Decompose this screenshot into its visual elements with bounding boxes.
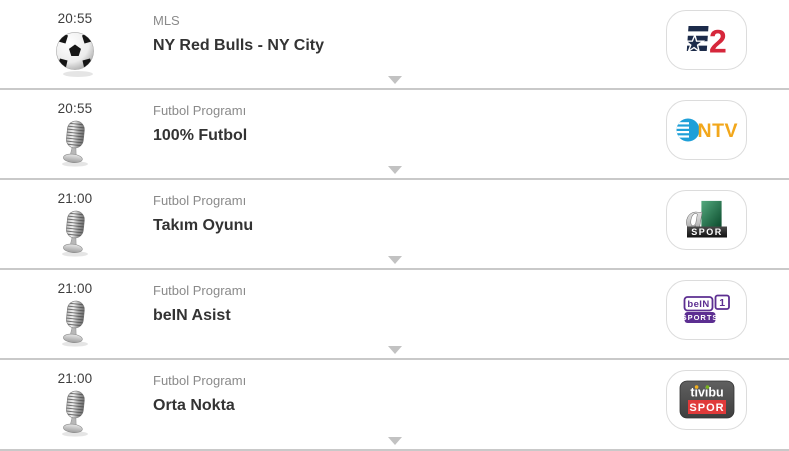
program-row[interactable]: 20:55 MLS NY Red Bulls - NY City <box>0 0 789 90</box>
bein-logo: beIN 1 SPORTS <box>681 294 730 323</box>
program-category: Futbol Programı <box>153 373 247 388</box>
program-info: Futbol Programı beIN Asist <box>153 283 246 325</box>
tivibu-logo-word: tivibu <box>690 386 723 400</box>
channel-logo-e2: 2 <box>666 10 747 70</box>
program-time: 21:00 <box>57 281 93 296</box>
program-category: Futbol Programı <box>153 283 247 298</box>
program-category: Futbol Programı <box>153 103 247 118</box>
chevron-down-icon[interactable] <box>387 76 402 84</box>
microphone-icon <box>51 209 99 259</box>
aspor-logo: a SPOR <box>685 199 727 238</box>
bein-logo-word: beIN <box>687 299 709 310</box>
program-time: 21:00 <box>57 371 93 386</box>
ntv-logo-text: NTV <box>697 120 738 142</box>
microphone-icon <box>51 389 99 439</box>
bein-logo-number: 1 <box>719 297 725 309</box>
ntv-logo: NTV <box>676 118 738 142</box>
soccer-ball-icon <box>51 29 99 79</box>
microphone-icon <box>51 119 99 169</box>
time-column: 20:55 <box>44 101 106 169</box>
tivibu-dot-yellow <box>694 385 698 389</box>
time-column: 21:00 <box>44 371 106 439</box>
chevron-down-icon[interactable] <box>387 166 402 174</box>
program-title: NY Red Bulls - NY City <box>153 37 324 54</box>
program-time: 21:00 <box>57 191 93 206</box>
program-info: Futbol Programı Orta Nokta <box>153 373 246 415</box>
program-row[interactable]: 21:00 <box>0 270 789 360</box>
tivibu-logo: tivibu SPOR <box>679 380 734 419</box>
microphone-icon <box>51 299 99 349</box>
program-category: MLS <box>153 13 180 28</box>
e2-logo: 2 <box>683 24 727 60</box>
tivibu-logo-band: SPOR <box>689 402 724 414</box>
chevron-down-icon[interactable] <box>387 256 402 264</box>
time-column: 21:00 <box>44 281 106 349</box>
program-info: MLS NY Red Bulls - NY City <box>153 13 324 55</box>
time-column: 20:55 <box>44 11 106 79</box>
program-title: Orta Nokta <box>153 397 235 414</box>
bein-logo-band: SPORTS <box>681 313 718 322</box>
program-time: 20:55 <box>57 11 93 26</box>
channel-logo-bein: beIN 1 SPORTS <box>666 280 747 340</box>
program-info: Futbol Programı Takım Oyunu <box>153 193 253 235</box>
aspor-logo-band: SPOR <box>691 227 723 237</box>
chevron-down-icon[interactable] <box>387 437 402 445</box>
time-column: 21:00 <box>44 191 106 259</box>
program-row[interactable]: 21:00 <box>0 180 789 270</box>
channel-logo-aspor: a SPOR <box>666 190 747 250</box>
e2-logo-number: 2 <box>709 24 727 60</box>
program-title: Takım Oyunu <box>153 217 254 234</box>
tivibu-dot-green <box>705 385 709 389</box>
program-title: 100% Futbol <box>153 127 248 144</box>
channel-logo-ntv: NTV <box>666 100 747 160</box>
chevron-down-icon[interactable] <box>387 346 402 354</box>
channel-logo-tivibu: tivibu SPOR <box>666 370 747 430</box>
program-title: beIN Asist <box>153 307 231 324</box>
program-row[interactable]: 21:00 <box>0 360 789 451</box>
program-category: Futbol Programı <box>153 193 247 208</box>
program-time: 20:55 <box>57 101 93 116</box>
program-row[interactable]: 20:55 <box>0 90 789 180</box>
program-info: Futbol Programı 100% Futbol <box>153 103 247 145</box>
